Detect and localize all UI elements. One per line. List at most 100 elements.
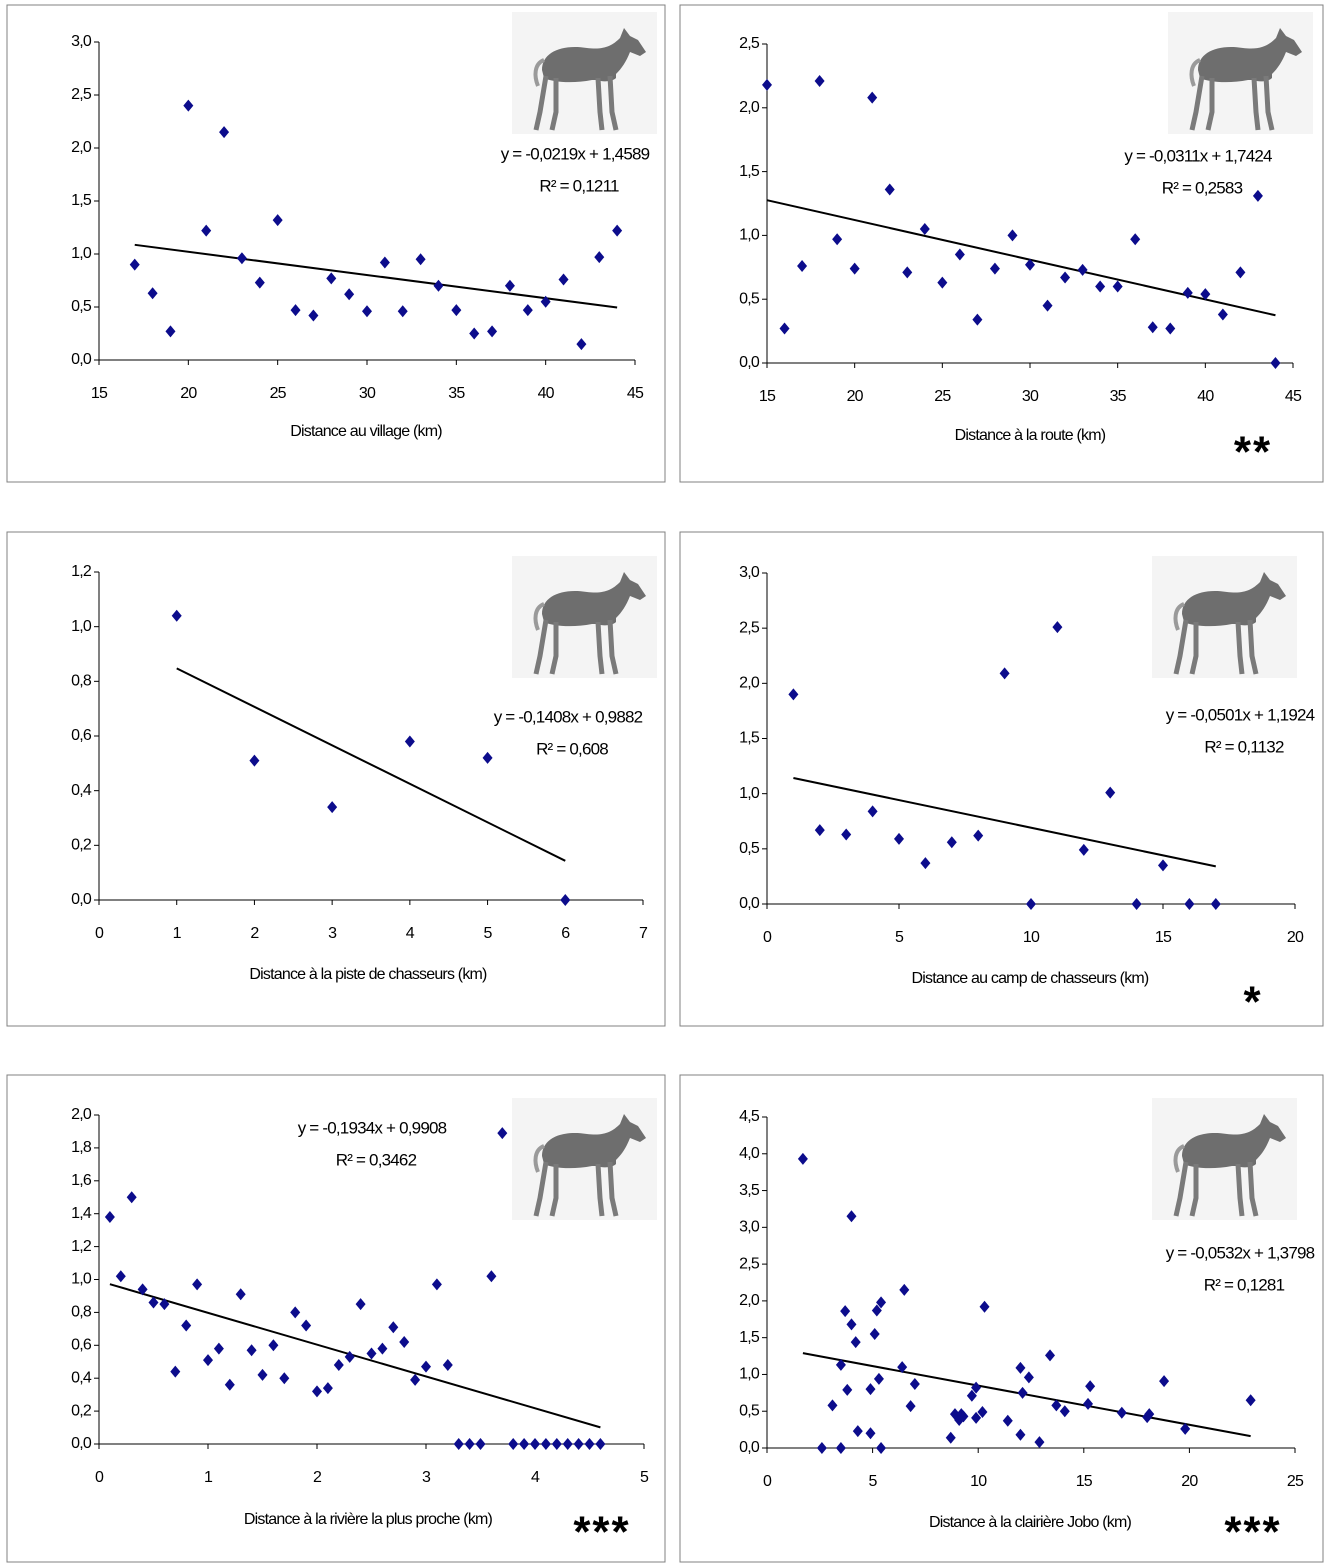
y-tick-label: 3,0: [71, 33, 92, 50]
data-point: [497, 1127, 507, 1139]
data-point: [876, 1442, 886, 1454]
x-tick-label: 25: [1287, 1473, 1304, 1490]
y-tick-label: 2,0: [71, 1106, 92, 1123]
data-point: [165, 325, 175, 337]
trend-line: [793, 778, 1215, 866]
data-point: [853, 1425, 863, 1437]
r-squared: R² = 0,1132: [1204, 737, 1284, 756]
y-tick-label: 0,4: [71, 782, 92, 799]
x-tick-label: 4: [531, 1469, 540, 1486]
y-tick-label: 4,0: [739, 1145, 760, 1162]
data-point: [367, 1348, 377, 1360]
deer-image: [1168, 12, 1313, 134]
y-tick-label: 1,0: [71, 245, 92, 262]
data-point: [870, 1328, 880, 1340]
data-point: [797, 260, 807, 272]
y-tick-label: 0,0: [739, 1439, 760, 1456]
data-point: [219, 126, 229, 138]
trend-equation: y = -0,0501x + 1,1924: [1166, 705, 1315, 724]
data-point: [947, 836, 957, 848]
data-point: [486, 1270, 496, 1282]
data-point: [416, 253, 426, 265]
x-tick-label: 30: [359, 385, 376, 402]
data-point: [279, 1372, 289, 1384]
data-point: [850, 263, 860, 275]
data-point: [116, 1270, 126, 1282]
data-point: [920, 223, 930, 235]
y-tick-label: 1,2: [71, 563, 92, 580]
y-tick-label: 0,6: [71, 727, 92, 744]
trend-equation: y = -0,0311x + 1,7424: [1124, 146, 1272, 165]
data-point: [127, 1191, 137, 1203]
data-point: [487, 325, 497, 337]
data-point: [1184, 898, 1194, 910]
data-point: [181, 1320, 191, 1332]
x-tick-label: 20: [1181, 1473, 1198, 1490]
data-point: [1105, 787, 1115, 799]
y-tick-label: 1,2: [71, 1238, 92, 1255]
data-point: [301, 1320, 311, 1332]
significance: ***: [573, 1508, 630, 1557]
data-point: [1218, 309, 1228, 321]
y-tick-label: 2,0: [739, 675, 760, 692]
y-tick-label: 0,0: [71, 351, 92, 368]
data-point: [334, 1359, 344, 1371]
x-tick-label: 45: [627, 385, 644, 402]
data-point: [920, 857, 930, 869]
x-tick-label: 15: [91, 385, 108, 402]
trend-equation: y = -0,0219x + 1,4589: [501, 144, 650, 163]
data-point: [595, 1438, 605, 1450]
x-tick-label: 15: [1076, 1473, 1093, 1490]
y-tick-label: 1,0: [739, 1366, 760, 1383]
data-point: [972, 314, 982, 326]
data-point: [832, 233, 842, 245]
x-tick-label: 2: [250, 925, 259, 942]
trend-equation: y = -0,1934x + 0,9908: [298, 1118, 447, 1137]
deer-image: [1152, 1098, 1297, 1220]
data-point: [980, 1301, 990, 1313]
data-point: [946, 1432, 956, 1444]
data-point: [308, 309, 318, 321]
data-point: [1158, 859, 1168, 871]
data-point: [867, 92, 877, 104]
y-tick-label: 0,5: [739, 1402, 760, 1419]
data-point: [290, 1306, 300, 1318]
y-tick-label: 1,5: [739, 163, 760, 180]
data-point: [268, 1339, 278, 1351]
data-point: [255, 277, 265, 289]
y-tick-label: 2,5: [71, 86, 92, 103]
x-axis-label: Distance à la piste de chasseurs (km): [249, 966, 487, 983]
data-point: [398, 305, 408, 317]
data-point: [817, 1442, 827, 1454]
data-point: [344, 288, 354, 300]
y-tick-label: 1,6: [71, 1172, 92, 1189]
x-tick-label: 6: [561, 925, 570, 942]
data-point: [563, 1438, 573, 1450]
x-tick-label: 35: [448, 385, 465, 402]
data-point: [851, 1336, 861, 1348]
data-point: [990, 263, 1000, 275]
data-point: [874, 1373, 884, 1385]
data-point: [842, 1384, 852, 1396]
data-point: [273, 214, 283, 226]
x-tick-label: 40: [1197, 388, 1214, 405]
y-tick-label: 0,8: [71, 673, 92, 690]
y-tick-label: 2,0: [71, 139, 92, 156]
data-point: [552, 1438, 562, 1450]
trend-equation: y = -0,0532x + 1,3798: [1166, 1243, 1315, 1262]
data-point: [1148, 321, 1158, 333]
trend-line: [110, 1284, 601, 1427]
x-tick-label: 15: [759, 388, 776, 405]
data-point: [868, 805, 878, 817]
significance: ***: [1224, 1508, 1281, 1557]
x-tick-label: 45: [1285, 388, 1302, 405]
data-point: [483, 752, 493, 764]
data-point: [1095, 280, 1105, 292]
data-point: [1000, 667, 1010, 679]
data-point: [236, 1288, 246, 1300]
x-tick-label: 5: [895, 929, 904, 946]
data-point: [1026, 898, 1036, 910]
x-tick-label: 2: [313, 1469, 322, 1486]
data-point: [1132, 898, 1142, 910]
data-point: [312, 1385, 322, 1397]
